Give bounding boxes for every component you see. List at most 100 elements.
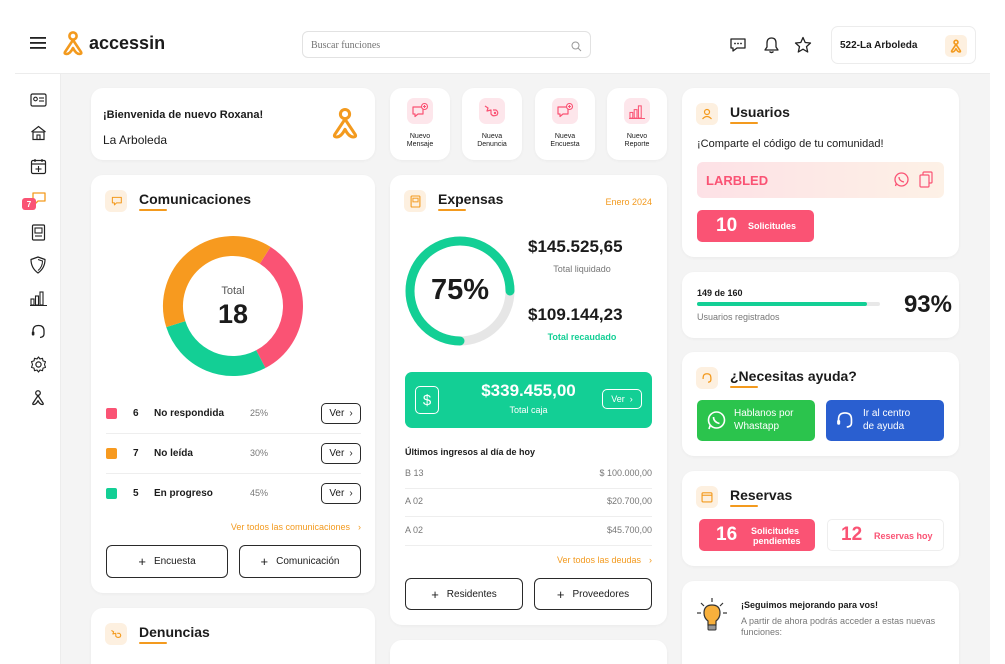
- user-requests-button[interactable]: 10 Solicitudes: [697, 210, 814, 242]
- welcome-card: ¡Bienvenida de nuevo Roxana! La Arboleda: [91, 88, 375, 160]
- new-survey-icon: [552, 98, 578, 124]
- accessin-logo-icon[interactable]: [28, 387, 48, 407]
- status-label: No respondida: [154, 408, 225, 419]
- quick-action-line2: Mensaje: [406, 141, 434, 148]
- calendar-icon[interactable]: [28, 156, 48, 176]
- residents-button[interactable]: + Residentes: [405, 578, 523, 610]
- new-complaint-icon: [479, 98, 505, 124]
- support-icon[interactable]: [28, 321, 48, 341]
- suppliers-button[interactable]: + Proveedores: [534, 578, 652, 610]
- brand-name: accessin: [89, 33, 166, 53]
- total-liquidated-label: Total liquidado: [553, 264, 611, 274]
- registered-percent: 93%: [903, 291, 952, 318]
- income-row: B 13 $ 100.000,00: [405, 468, 652, 484]
- quick-action-line1: Nueva: [481, 133, 503, 140]
- whatsapp-share-icon[interactable]: [893, 171, 910, 193]
- improvements-title: ¡Seguimos mejorando para vos!: [741, 600, 879, 610]
- whatsapp-help-button[interactable]: Hablanos por Whastapp: [697, 400, 815, 441]
- status-label: No leída: [154, 448, 193, 459]
- registered-users-card: 149 de 160 Usuarios registrados 93%: [682, 272, 959, 338]
- dollar-icon: $: [415, 386, 439, 414]
- quick-action-line1: Nuevo: [409, 133, 431, 140]
- id-card-icon[interactable]: [28, 90, 48, 110]
- view-cash-button[interactable]: Ver ›: [602, 389, 642, 409]
- status-row-in-progress: 5 En progreso 45% Ver ›: [106, 483, 361, 505]
- complaints-icon: [105, 623, 127, 645]
- help-center-button[interactable]: Ir al centro de ayuda: [826, 400, 944, 441]
- view-in-progress-button[interactable]: Ver ›: [321, 483, 361, 504]
- settings-icon[interactable]: [28, 354, 48, 374]
- see-all-communications-link[interactable]: Ver todos las comunicaciones ›: [230, 522, 361, 532]
- new-communication-button[interactable]: + Comunicación: [239, 545, 361, 578]
- registered-label: Usuarios registrados: [697, 312, 780, 322]
- shield-icon[interactable]: [28, 255, 48, 275]
- help-card: ¿Necesitas ayuda? Hablanos por Whastapp …: [682, 352, 959, 456]
- legend-swatch: [106, 408, 117, 419]
- cash-total-banner: $ $339.455,00 Total caja Ver ›: [405, 372, 652, 428]
- home-icon[interactable]: [28, 123, 48, 143]
- accessin-logo-icon: [331, 106, 359, 140]
- cash-total-label: Total caja: [509, 405, 548, 415]
- new-message-icon: [407, 98, 433, 124]
- reservations-card: Reservas 16 Solicitudes pendientes 12 Re…: [682, 471, 959, 566]
- bell-icon[interactable]: [761, 35, 781, 55]
- status-count: 7: [133, 448, 139, 459]
- brand-logo-icon: [62, 30, 84, 56]
- search-box[interactable]: [302, 31, 591, 58]
- chat-icon[interactable]: [728, 35, 748, 55]
- plus-icon: +: [431, 586, 439, 602]
- quick-action-line1: Nuevo: [626, 133, 648, 140]
- chevron-right-icon: ›: [649, 555, 652, 565]
- new-survey-button[interactable]: + Encuesta: [106, 545, 228, 578]
- menu-icon[interactable]: [29, 36, 47, 50]
- improvements-card: ¡Seguimos mejorando para vos! A partir d…: [682, 581, 959, 664]
- income-amount: $ 100.000,00: [599, 468, 652, 478]
- users-title: Usuarios: [730, 104, 790, 120]
- status-label: En progreso: [154, 488, 213, 499]
- total-collected-amount: $109.144,23: [528, 305, 623, 324]
- star-icon[interactable]: [793, 35, 813, 55]
- income-row: A 02 $20.700,00: [405, 496, 652, 512]
- reservations-today-button[interactable]: 12 Reservas hoy: [827, 519, 944, 551]
- see-all-debts-link[interactable]: Ver todos las deudas ›: [556, 555, 652, 565]
- row-divider: [405, 488, 652, 489]
- donut-segment-6: [255, 246, 303, 369]
- donut-total-label: Total: [221, 285, 245, 297]
- title-underline: [139, 209, 167, 211]
- help-center-line1: Ir al centro: [863, 408, 911, 419]
- whatsapp-icon: [706, 410, 727, 436]
- quick-action-new-message[interactable]: Nuevo Mensaje: [390, 88, 450, 160]
- legend-swatch: [106, 488, 117, 499]
- expenses-title: Expensas: [438, 191, 504, 207]
- community-selector[interactable]: 522-La Arboleda: [831, 26, 976, 64]
- pending-requests-button[interactable]: 16 Solicitudes pendientes: [699, 519, 815, 551]
- view-unread-button[interactable]: Ver ›: [321, 443, 361, 464]
- expenses-icon[interactable]: [28, 222, 48, 242]
- reservations-icon: [696, 486, 718, 508]
- today-label: Reservas hoy: [874, 531, 933, 541]
- chart-icon[interactable]: [28, 288, 48, 308]
- today-count: 12: [841, 524, 863, 545]
- plus-icon: +: [260, 554, 269, 569]
- improvements-line2: funciones:: [741, 627, 783, 637]
- plus-icon: +: [556, 586, 565, 602]
- requests-label: Solicitudes: [748, 221, 797, 231]
- chevron-right-icon: ›: [358, 522, 361, 532]
- search-input[interactable]: [311, 37, 551, 53]
- quick-action-new-complaint[interactable]: Nueva Denuncia: [462, 88, 522, 160]
- welcome-greeting: ¡Bienvenida de nuevo Roxana!: [103, 109, 264, 121]
- users-card: Usuarios ¡Comparte el código de tu comun…: [682, 88, 959, 257]
- income-amount: $20.700,00: [606, 496, 652, 506]
- requests-count: 10: [716, 215, 738, 236]
- quick-action-new-survey[interactable]: Nueva Encuesta: [535, 88, 595, 160]
- recent-income-title: Últimos ingresos al día de hoy: [405, 447, 536, 457]
- donut-segment-5: [166, 320, 266, 376]
- next-card-partial: [390, 640, 667, 664]
- pending-line2: pendientes: [753, 536, 801, 546]
- collection-progress-ring: [405, 236, 515, 346]
- view-unanswered-button[interactable]: Ver ›: [321, 403, 361, 424]
- copy-icon[interactable]: [919, 171, 933, 193]
- chevron-right-icon: ›: [349, 408, 353, 419]
- quick-action-new-report[interactable]: Nuevo Reporte: [607, 88, 667, 160]
- row-divider: [106, 433, 361, 434]
